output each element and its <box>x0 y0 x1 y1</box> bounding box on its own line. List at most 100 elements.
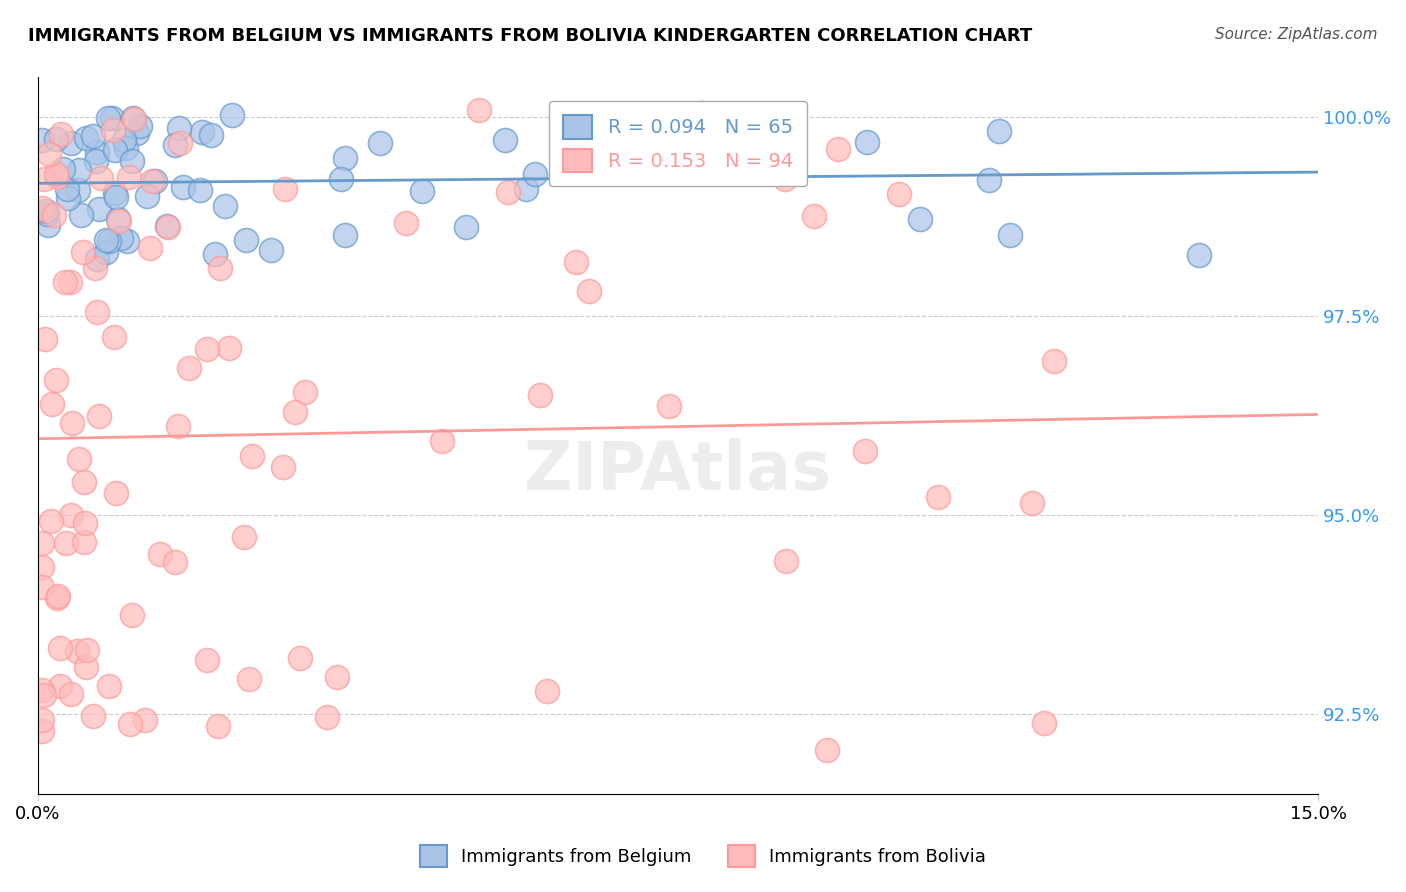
Point <box>200 128 222 143</box>
Point <box>274 182 297 196</box>
Point <box>515 182 537 196</box>
Point <box>66 644 89 658</box>
Point <box>524 167 547 181</box>
Point <box>240 449 263 463</box>
Point <box>163 555 186 569</box>
Point <box>31 682 53 697</box>
Point <box>49 679 72 693</box>
Point <box>73 475 96 490</box>
Point <box>128 120 150 134</box>
Point <box>46 589 69 603</box>
Point <box>75 130 97 145</box>
Point <box>101 122 124 136</box>
Point <box>86 145 108 159</box>
Point <box>156 220 179 235</box>
Point <box>59 275 82 289</box>
Point <box>908 212 931 227</box>
Point <box>31 201 53 215</box>
Text: ZIPAtlas: ZIPAtlas <box>524 438 831 504</box>
Point <box>104 186 127 200</box>
Point <box>395 216 418 230</box>
Point <box>370 136 392 151</box>
Point <box>45 591 67 605</box>
Point <box>118 169 141 184</box>
Point <box>67 162 90 177</box>
Point <box>96 234 118 248</box>
Point <box>115 141 138 155</box>
Point <box>1187 248 1209 262</box>
Point <box>52 161 75 176</box>
Point <box>38 146 60 161</box>
Point <box>149 547 172 561</box>
Point <box>190 184 212 198</box>
Point <box>238 673 260 687</box>
Point <box>100 111 122 125</box>
Point <box>564 255 586 269</box>
Point <box>998 227 1021 242</box>
Point <box>887 186 910 201</box>
Point <box>235 233 257 247</box>
Point <box>31 133 53 147</box>
Point <box>326 670 349 684</box>
Point <box>284 405 307 419</box>
Point <box>86 305 108 319</box>
Point <box>70 208 93 222</box>
Point <box>855 444 877 458</box>
Point <box>163 138 186 153</box>
Point <box>31 560 53 574</box>
Point <box>1021 496 1043 510</box>
Point <box>143 174 166 188</box>
Point <box>658 400 681 414</box>
Point <box>37 207 59 221</box>
Point <box>31 713 53 727</box>
Point <box>536 683 558 698</box>
Point <box>31 724 53 739</box>
Point <box>55 535 77 549</box>
Point <box>1032 716 1054 731</box>
Text: IMMIGRANTS FROM BELGIUM VS IMMIGRANTS FROM BOLIVIA KINDERGARTEN CORRELATION CHAR: IMMIGRANTS FROM BELGIUM VS IMMIGRANTS FR… <box>28 27 1032 45</box>
Point <box>333 152 356 166</box>
Point <box>803 209 825 223</box>
Point <box>177 361 200 376</box>
Point <box>48 640 70 655</box>
Point <box>76 643 98 657</box>
Point <box>330 171 353 186</box>
Point <box>45 167 67 181</box>
Point <box>90 170 112 185</box>
Point <box>59 508 82 522</box>
Point <box>430 434 453 448</box>
Point <box>72 245 94 260</box>
Point <box>56 181 79 195</box>
Point <box>66 184 89 198</box>
Point <box>166 419 188 434</box>
Legend: R = 0.094   N = 65, R = 0.153   N = 94: R = 0.094 N = 65, R = 0.153 N = 94 <box>550 102 807 186</box>
Point <box>927 490 949 504</box>
Point <box>53 276 76 290</box>
Point <box>288 650 311 665</box>
Point <box>138 241 160 255</box>
Point <box>155 219 177 233</box>
Point <box>411 184 433 198</box>
Point <box>51 127 73 141</box>
Point <box>39 514 62 528</box>
Point <box>32 688 55 702</box>
Point <box>44 208 66 222</box>
Point <box>135 189 157 203</box>
Point <box>35 204 58 219</box>
Point <box>41 397 63 411</box>
Point <box>82 708 104 723</box>
Point <box>75 660 97 674</box>
Point <box>817 743 839 757</box>
Point <box>58 191 80 205</box>
Point <box>335 228 357 243</box>
Point <box>273 460 295 475</box>
Point <box>494 133 516 147</box>
Point <box>108 213 131 227</box>
Point <box>1043 354 1066 368</box>
Point <box>45 373 67 387</box>
Point <box>134 713 156 727</box>
Point <box>529 387 551 401</box>
Point <box>31 536 53 550</box>
Point <box>83 260 105 275</box>
Point <box>221 107 243 121</box>
